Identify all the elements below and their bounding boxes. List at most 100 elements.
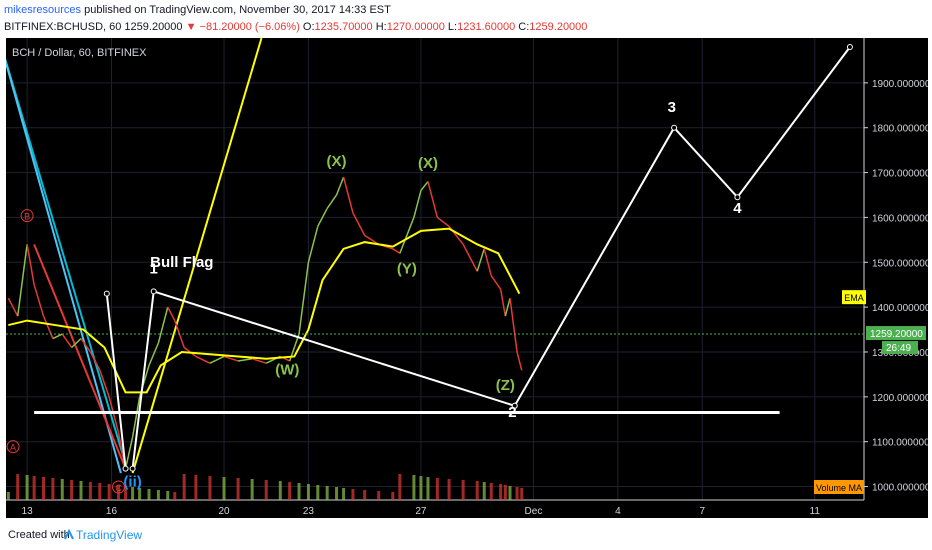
wave-label: 3: [668, 99, 676, 116]
volume-tag-label: Volume MA: [816, 483, 862, 493]
price-change: ▼ −81.20000 (−6.06%): [185, 21, 300, 33]
wave-point: [671, 124, 678, 131]
price-segment: [80, 338, 92, 353]
volume-bar: [194, 475, 198, 500]
volume-bar: [489, 483, 493, 500]
close-label: C:: [518, 21, 530, 33]
price-segment: [223, 355, 239, 362]
price-segment: [16, 244, 28, 317]
author-link[interactable]: mikesresources: [4, 4, 82, 16]
volume-bar: [475, 481, 479, 500]
y-tick-label: 1600.000000: [872, 213, 928, 224]
volume-bar: [51, 478, 55, 500]
volume-bar: [138, 488, 142, 500]
x-tick-label: 11: [810, 506, 821, 517]
price-segment: [298, 262, 310, 335]
wave-label: 2: [508, 404, 516, 421]
price-segment: [436, 216, 450, 227]
trend-line: [33, 243, 127, 469]
publish-info: published on TradingView.com, November 3…: [84, 4, 391, 16]
wave-label: (ii): [123, 474, 141, 491]
wave-point: [150, 288, 157, 295]
price-segment: [209, 355, 225, 364]
price-segment: [509, 298, 518, 353]
price-segment: [483, 248, 492, 276]
volume-bar: [98, 483, 102, 500]
volume-bar: [88, 482, 92, 500]
price-segment: [71, 337, 82, 349]
volume-bar: [70, 480, 74, 500]
volume-bar: [520, 488, 524, 500]
chart-area[interactable]: 1000.0000001100.0000001200.0000001300.00…: [0, 37, 931, 518]
price-segment: [195, 355, 211, 364]
volume-bar: [250, 479, 254, 500]
y-tick-label: 1000.000000: [872, 483, 928, 494]
volume-bar: [297, 483, 301, 500]
volume-bar: [419, 476, 423, 500]
volume-bar: [79, 481, 83, 500]
last-price-tag-bg: [866, 326, 926, 341]
volume-bar: [398, 474, 402, 500]
ohlc-line: BITFINEX:BCHUSD, 60 1259.20000 ▼ −81.200…: [4, 21, 587, 33]
wave-label: 4: [733, 200, 742, 217]
volume-bar: [156, 490, 160, 500]
footer: Created with TradingView: [0, 522, 932, 550]
volume-bar: [32, 476, 36, 500]
open-label: O:: [302, 21, 315, 33]
ema-line: [8, 227, 521, 394]
y-tick-label: 1900.000000: [872, 79, 928, 90]
publish-line: mikesresources published on TradingView.…: [4, 4, 391, 16]
wave-label: B: [24, 212, 30, 222]
price-segment: [364, 234, 380, 245]
price-chart[interactable]: 1000.0000001100.0000001200.0000001300.00…: [0, 37, 931, 518]
last-price-tag-label: 1259.20000: [870, 329, 923, 340]
volume-bar: [208, 476, 212, 500]
price-segment: [124, 437, 134, 469]
volume-bar: [222, 477, 226, 500]
price-segment: [462, 243, 478, 272]
volume-bar: [316, 485, 320, 500]
low-label: L:: [447, 21, 458, 33]
ema-tag-label: EMA: [844, 293, 864, 303]
price-segment: [392, 248, 401, 254]
price-segment: [335, 176, 345, 196]
symbol-label: BITFINEX:BCHUSD, 60: [4, 21, 122, 33]
volume-bar: [131, 487, 135, 500]
price-segment: [52, 333, 63, 340]
price-segment: [499, 289, 507, 317]
price-segment: [504, 297, 511, 317]
x-tick-label: 20: [218, 506, 230, 517]
tradingview-logo-icon: [64, 529, 74, 540]
price-segment: [476, 248, 485, 272]
y-tick-label: 1500.000000: [872, 258, 928, 269]
created-with-text: Created with: [8, 529, 70, 541]
x-tick-label: 27: [415, 506, 427, 517]
wave-label-circle: [6, 440, 20, 454]
volume-bar: [325, 486, 329, 500]
price-segment: [167, 306, 176, 321]
wave-point: [122, 465, 129, 472]
wave-label: (Z): [496, 377, 515, 394]
volume-bar: [342, 488, 346, 500]
price-segment: [42, 315, 54, 339]
volume-bar: [351, 489, 355, 500]
price-segment: [516, 351, 523, 371]
volume-bar: [264, 480, 268, 500]
volume-bar: [499, 484, 503, 500]
wave-point: [511, 402, 518, 409]
volume-bar: [306, 484, 310, 500]
volume-bar: [447, 479, 451, 500]
volume-bar: [278, 481, 282, 500]
volume-bar: [42, 477, 46, 500]
volume-bar: [117, 485, 121, 500]
wave-label: C: [115, 483, 122, 493]
volume-bar: [426, 477, 430, 500]
volume-bar: [124, 486, 128, 500]
trend-line: [131, 37, 263, 474]
price-segment: [399, 217, 415, 254]
y-tick-label: 1100.000000: [872, 438, 928, 449]
tradingview-brand[interactable]: TradingView: [76, 528, 143, 542]
y-tick-label: 1700.000000: [872, 169, 928, 180]
price-segment: [342, 176, 354, 214]
x-tick-label: 13: [22, 506, 34, 517]
